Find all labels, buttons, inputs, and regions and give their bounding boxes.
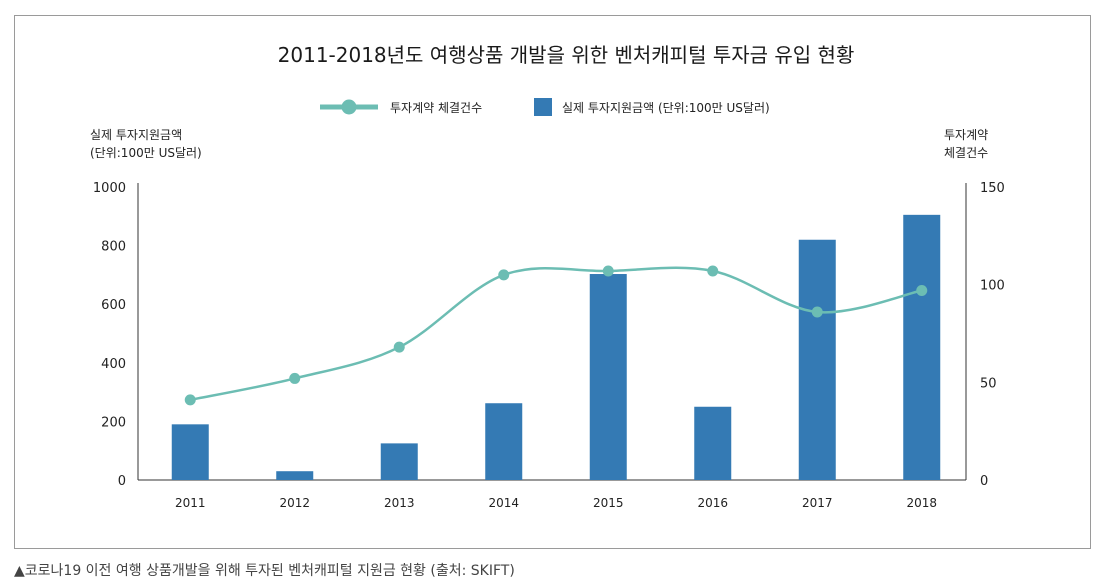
legend-bar-label: 실제 투자지원금액 (단위:100만 US달러) — [562, 101, 770, 115]
axes — [137, 183, 967, 481]
left-tick-label: 0 — [118, 474, 126, 489]
bar — [798, 239, 836, 480]
left-tick-label: 200 — [101, 415, 126, 430]
x-tick-label: 2015 — [593, 496, 624, 510]
line-point — [498, 269, 510, 281]
bar — [903, 214, 941, 480]
chart-title: 2011-2018년도 여행상품 개발을 위한 벤처캐피털 투자금 유입 현황 — [278, 43, 855, 67]
bar — [380, 443, 418, 480]
left-tick-label: 600 — [101, 298, 126, 313]
right-tick-label: 100 — [980, 279, 1005, 294]
line-point — [602, 265, 614, 277]
x-tick-label: 2013 — [384, 496, 415, 510]
line-point — [916, 285, 928, 297]
legend-line-marker — [341, 99, 357, 115]
x-tick-label: 2014 — [488, 496, 519, 510]
right-tick-label: 150 — [980, 181, 1005, 196]
legend: 투자계약 체결건수 실제 투자지원금액 (단위:100만 US달러) — [320, 98, 770, 116]
right-axis-title-line1: 투자계약 — [944, 127, 988, 142]
figure-caption: ▲코로나19 이전 여행 상품개발을 위해 투자된 벤처캐피털 지원금 현황 (… — [14, 563, 515, 579]
line-point — [393, 341, 405, 353]
line-point — [707, 265, 719, 277]
bar — [276, 471, 314, 480]
line-series — [184, 265, 928, 406]
line-point — [289, 372, 301, 384]
tick-labels: 0 200 400 600 800 1000 0 50 100 150 2011 2012 2013 20… — [93, 181, 1005, 510]
x-tick-label: 2017 — [802, 496, 833, 510]
legend-line-label: 투자계약 체결건수 — [390, 100, 482, 115]
line-point — [184, 394, 196, 406]
right-tick-label: 0 — [980, 474, 988, 489]
right-tick-label: 50 — [980, 376, 997, 391]
bar — [694, 406, 732, 480]
left-tick-label: 400 — [101, 357, 126, 372]
legend-bar-swatch — [534, 98, 552, 116]
line-path — [189, 266, 923, 402]
right-axis-title-line2: 체결건수 — [944, 146, 988, 160]
x-tick-label: 2016 — [697, 496, 728, 510]
x-tick-label: 2012 — [279, 496, 310, 510]
x-tick-label: 2018 — [906, 496, 937, 510]
bar — [171, 424, 209, 480]
bar — [485, 403, 523, 480]
bar — [589, 274, 627, 480]
left-tick-label: 800 — [101, 240, 126, 255]
bar-series — [171, 214, 941, 480]
left-axis-title-line1: 실제 투자지원금액 — [90, 128, 182, 142]
left-tick-label: 1000 — [93, 181, 126, 196]
x-tick-label: 2011 — [175, 496, 206, 510]
line-point — [811, 306, 823, 318]
left-axis-title-line2: (단위:100만 US달러) — [90, 146, 202, 160]
